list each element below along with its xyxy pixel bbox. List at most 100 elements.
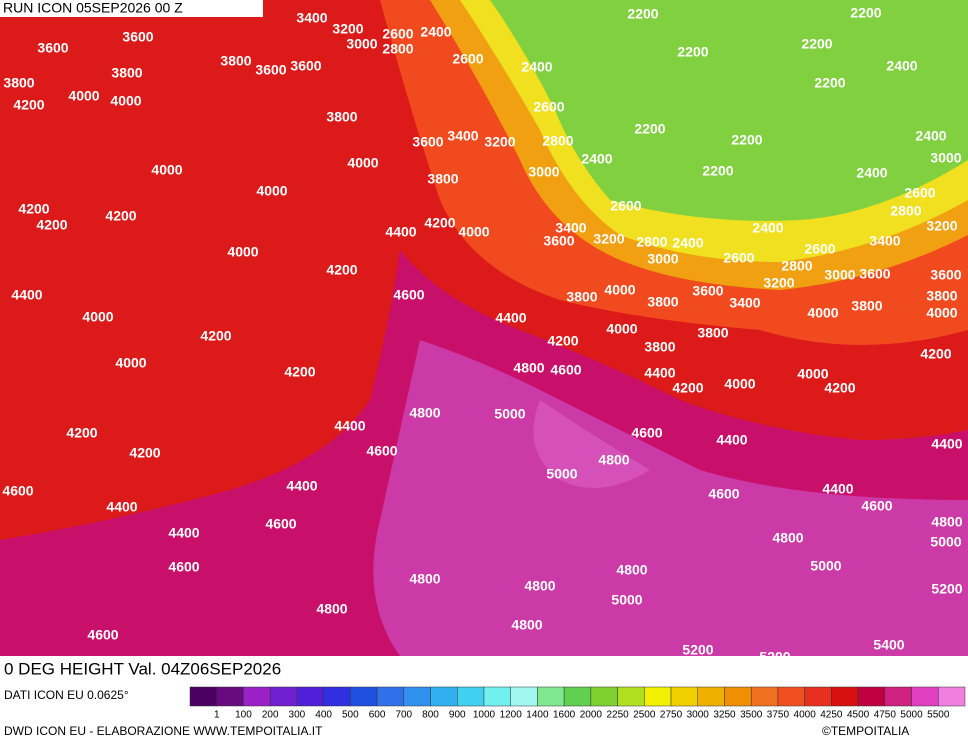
contour-label: 3000 bbox=[346, 36, 377, 52]
legend-label: 900 bbox=[449, 710, 466, 721]
contour-label: 3400 bbox=[869, 233, 900, 249]
contour-label: 3400 bbox=[447, 128, 478, 144]
contour-label: 2200 bbox=[850, 5, 881, 21]
legend-swatch bbox=[216, 686, 244, 707]
legend-label: 100 bbox=[235, 710, 252, 721]
contour-label: 5200 bbox=[931, 581, 962, 597]
contour-label: 4800 bbox=[616, 562, 647, 578]
legend-swatch bbox=[456, 686, 485, 707]
contour-label: 4200 bbox=[920, 346, 951, 362]
contour-label: 4200 bbox=[326, 262, 357, 278]
contour-label: 3400 bbox=[296, 10, 327, 26]
legend-label: 4750 bbox=[874, 710, 897, 721]
contour-label: 3000 bbox=[647, 251, 678, 267]
contour-label: 2200 bbox=[801, 36, 832, 52]
contour-label: 4000 bbox=[227, 244, 258, 260]
contour-label: 3800 bbox=[851, 298, 882, 314]
contour-label: 4600 bbox=[168, 559, 199, 575]
contour-label: 4400 bbox=[334, 418, 365, 434]
legend-label: 3000 bbox=[687, 710, 710, 721]
contour-label: 5000 bbox=[810, 558, 841, 574]
contour-label: 4200 bbox=[13, 97, 44, 113]
legend-label: 4500 bbox=[847, 710, 870, 721]
contour-label: 4000 bbox=[151, 162, 182, 178]
contour-label: 3400 bbox=[729, 295, 760, 311]
contour-label: 4000 bbox=[724, 376, 755, 392]
contour-label: 3600 bbox=[930, 267, 961, 283]
contour-label: 3200 bbox=[763, 275, 794, 291]
contour-label: 4600 bbox=[265, 516, 296, 532]
legend-swatch bbox=[563, 686, 592, 707]
contour-label: 4200 bbox=[200, 328, 231, 344]
contour-label: 4400 bbox=[495, 310, 526, 326]
contour-label: 5000 bbox=[930, 534, 961, 550]
legend-label: 2500 bbox=[633, 710, 656, 721]
contour-label: 4600 bbox=[393, 287, 424, 303]
map bbox=[0, 0, 968, 656]
contour-label: 3200 bbox=[332, 21, 363, 37]
contour-label: 2600 bbox=[382, 26, 413, 42]
contour-label: 3800 bbox=[111, 65, 142, 81]
contour-label: 3800 bbox=[220, 53, 251, 69]
contour-label: 4400 bbox=[822, 481, 853, 497]
contour-label: 3800 bbox=[566, 289, 597, 305]
contour-label: 3600 bbox=[859, 266, 890, 282]
legend-swatch bbox=[189, 686, 217, 707]
contour-label: 4600 bbox=[366, 443, 397, 459]
contour-label: 3800 bbox=[3, 75, 34, 91]
contour-label: 4000 bbox=[115, 355, 146, 371]
contour-label: 4200 bbox=[672, 380, 703, 396]
contour-label: 4400 bbox=[168, 525, 199, 541]
legend-swatch bbox=[430, 686, 458, 707]
brand: ©TEMPOITALIA bbox=[822, 724, 909, 738]
contour-label: 4000 bbox=[256, 183, 287, 199]
contour-label: 2600 bbox=[610, 198, 641, 214]
contour-label: 2200 bbox=[634, 121, 665, 137]
source-note: DATI ICON EU 0.0625° bbox=[4, 688, 129, 702]
contour-label: 3200 bbox=[926, 218, 957, 234]
contour-label: 4400 bbox=[644, 365, 675, 381]
contour-label: 3800 bbox=[326, 109, 357, 125]
legend-swatch bbox=[697, 686, 725, 707]
legend-swatch bbox=[350, 686, 378, 707]
contour-label: 4400 bbox=[106, 499, 137, 515]
legend-swatch bbox=[750, 686, 779, 707]
contour-label: 4000 bbox=[110, 93, 141, 109]
legend-swatch bbox=[911, 686, 939, 707]
contour-label: 5000 bbox=[546, 466, 577, 482]
legend-label: 1600 bbox=[553, 710, 576, 721]
contour-label: 4600 bbox=[631, 425, 662, 441]
legend-label: 600 bbox=[369, 710, 386, 721]
contour-label: 3200 bbox=[593, 231, 624, 247]
legend-label: 3500 bbox=[740, 710, 763, 721]
contour-label: 4200 bbox=[824, 380, 855, 396]
contour-label: 4800 bbox=[409, 571, 440, 587]
legend-label: 3750 bbox=[767, 710, 790, 721]
contour-label: 4200 bbox=[18, 201, 49, 217]
contour-label: 3000 bbox=[528, 164, 559, 180]
contour-label: 4600 bbox=[708, 486, 739, 502]
legend-label: 300 bbox=[289, 710, 306, 721]
contour-label: 3400 bbox=[555, 220, 586, 236]
contour-label: 2400 bbox=[856, 165, 887, 181]
legend-label: 700 bbox=[395, 710, 412, 721]
legend-swatch bbox=[510, 686, 538, 707]
contour-label: 3600 bbox=[692, 283, 723, 299]
legend-label: 2000 bbox=[580, 710, 603, 721]
contour-label: 2800 bbox=[382, 41, 413, 57]
contour-label: 2800 bbox=[636, 234, 667, 250]
contour-label: 2200 bbox=[814, 75, 845, 91]
legend-label: 3250 bbox=[713, 710, 736, 721]
credit-note: DWD ICON EU - ELABORAZIONE WWW.TEMPOITAL… bbox=[4, 724, 323, 738]
legend-label: 500 bbox=[342, 710, 359, 721]
contour-label: 2800 bbox=[890, 203, 921, 219]
contour-label: 4200 bbox=[129, 445, 160, 461]
contour-label: 5200 bbox=[759, 649, 790, 665]
legend-swatch bbox=[269, 686, 298, 707]
legend-label: 2250 bbox=[606, 710, 629, 721]
contour-label: 4600 bbox=[550, 362, 581, 378]
contour-label: 4600 bbox=[861, 498, 892, 514]
contour-label: 4200 bbox=[284, 364, 315, 380]
contour-label: 2400 bbox=[752, 220, 783, 236]
